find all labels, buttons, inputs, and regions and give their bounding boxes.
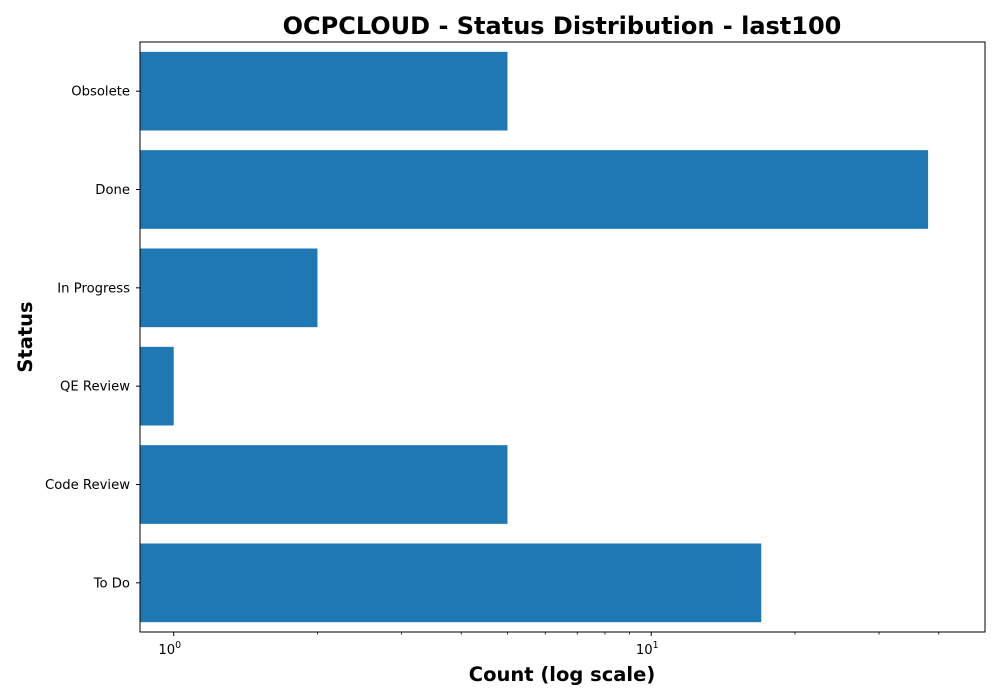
bar-code-review bbox=[140, 445, 508, 524]
y-axis-label: Status bbox=[14, 301, 37, 372]
bar-to-do bbox=[140, 543, 762, 623]
x-axis: 100 101 bbox=[158, 632, 940, 658]
bar-qe-review bbox=[140, 346, 174, 426]
bar-done bbox=[140, 150, 929, 229]
bar-obsolete bbox=[140, 51, 508, 131]
bar-in-progress bbox=[140, 248, 318, 328]
plot-frame bbox=[139, 41, 986, 633]
x-axis-label: Count (log scale) bbox=[469, 663, 655, 686]
chart-title: OCPCLOUD - Status Distribution - last100 bbox=[283, 12, 842, 40]
y-tick-label-to-do: To Do bbox=[93, 576, 130, 591]
y-tick-label-code-review: Code Review bbox=[45, 478, 130, 493]
x-tick-label-1: 100 bbox=[158, 640, 181, 658]
y-tick-label-in-progress: In Progress bbox=[57, 281, 130, 296]
y-axis: Obsolete Done In Progress QE Review Code Rev… bbox=[45, 85, 140, 591]
y-tick-label-qe-review: QE Review bbox=[60, 380, 130, 395]
x-tick-label-10: 101 bbox=[636, 640, 659, 658]
bars-group bbox=[140, 51, 929, 623]
y-tick-label-obsolete: Obsolete bbox=[71, 85, 130, 100]
y-tick-label-done: Done bbox=[95, 183, 130, 198]
